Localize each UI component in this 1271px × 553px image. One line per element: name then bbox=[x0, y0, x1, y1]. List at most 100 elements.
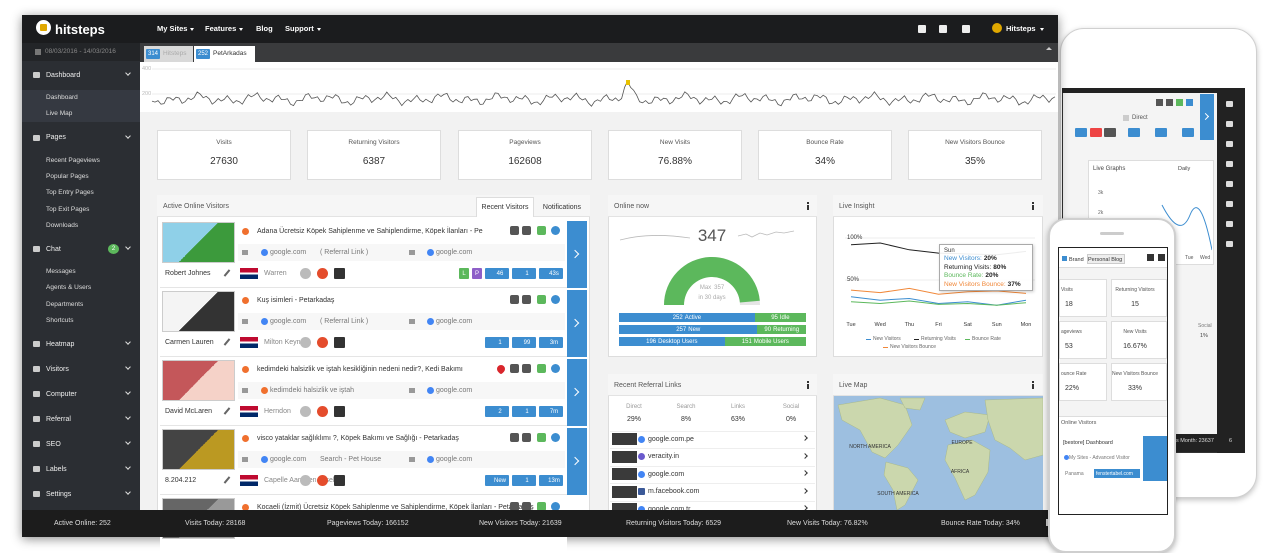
online-bar bbox=[619, 313, 755, 322]
paw-icon bbox=[242, 297, 249, 304]
tablet-menu-icon bbox=[1226, 181, 1233, 187]
visitor-page-title: Adana Ücretsiz Köpek Sahiplenme ve Sahip… bbox=[257, 227, 483, 235]
nav-link[interactable]: My Sites bbox=[157, 24, 188, 33]
open-visitor-button[interactable] bbox=[567, 290, 587, 357]
phone-stat-label: Returning Visitors bbox=[1115, 286, 1155, 293]
menu-section[interactable]: Visitors bbox=[46, 365, 69, 373]
row-action-icon[interactable] bbox=[537, 226, 546, 235]
phone-visitor-ref: My Sites - Advanced Visitor bbox=[1069, 454, 1130, 461]
traffic-line bbox=[151, 80, 1056, 107]
landmass bbox=[883, 461, 919, 510]
row-action-icon[interactable] bbox=[537, 364, 546, 373]
tab-active[interactable] bbox=[476, 197, 534, 217]
row-action-icon[interactable] bbox=[522, 295, 531, 304]
menu-section[interactable]: Pages bbox=[46, 134, 66, 142]
visitor-location: Warren bbox=[264, 269, 287, 277]
row-action-icon[interactable] bbox=[537, 433, 546, 442]
menu-item[interactable]: Messages bbox=[46, 268, 76, 276]
date-range[interactable]: 08/03/2016 - 14/03/2016 bbox=[45, 48, 116, 55]
visit-badge bbox=[512, 475, 536, 486]
referral-row[interactable] bbox=[610, 448, 815, 466]
visit-badge bbox=[539, 268, 563, 279]
online-bar-label: 196 Desktop Users bbox=[646, 338, 697, 346]
row-action-icon[interactable] bbox=[522, 364, 531, 373]
row-action-icon[interactable] bbox=[522, 226, 531, 235]
referral-row[interactable] bbox=[610, 465, 815, 484]
menu-item[interactable]: Downloads bbox=[46, 221, 79, 229]
legend-label: New Visitors Bounce bbox=[890, 343, 937, 350]
row-action-icon[interactable] bbox=[510, 502, 519, 511]
user-menu[interactable]: Hitsteps bbox=[1006, 24, 1036, 33]
nav-link[interactable]: Blog bbox=[256, 24, 273, 33]
menu-section[interactable]: Chat bbox=[46, 245, 61, 253]
menu-item[interactable]: Top Exit Pages bbox=[46, 205, 90, 213]
nav-link[interactable]: Support bbox=[285, 24, 314, 33]
panel-tab[interactable]: Notifications bbox=[542, 203, 582, 211]
nav-link[interactable]: Features bbox=[205, 24, 237, 33]
site-tabs-bar bbox=[140, 43, 1058, 62]
badge-label: 1 bbox=[525, 270, 529, 277]
tech-icon bbox=[300, 268, 311, 279]
tablet-menu-icon bbox=[1226, 101, 1233, 107]
stat-card bbox=[608, 130, 742, 180]
row-action-icon[interactable] bbox=[522, 502, 531, 511]
online-bar-label-a: 90 bbox=[764, 326, 772, 333]
row-action-icon[interactable] bbox=[510, 226, 519, 235]
referral-row[interactable] bbox=[610, 430, 815, 449]
row-action-icon[interactable] bbox=[510, 364, 519, 373]
gauge-fill bbox=[664, 257, 760, 305]
phone-arrow-button[interactable] bbox=[1143, 436, 1167, 481]
referral-row[interactable] bbox=[610, 500, 815, 519]
open-visitor-button[interactable] bbox=[567, 359, 587, 426]
row-action-icon[interactable] bbox=[510, 433, 519, 442]
menu-section[interactable]: SEO bbox=[46, 440, 61, 448]
menu-section[interactable]: Computer bbox=[46, 390, 77, 398]
menu-section[interactable]: Heatmap bbox=[46, 340, 75, 348]
online-bar-label: 257 New bbox=[676, 326, 700, 334]
menu-item[interactable]: Recent Pageviews bbox=[46, 156, 100, 164]
open-visitor-button[interactable] bbox=[567, 428, 587, 495]
x-tick-label: Wed bbox=[874, 321, 886, 328]
visit-badge bbox=[539, 475, 563, 486]
referrer: google.com bbox=[436, 455, 473, 463]
landmass bbox=[899, 397, 926, 411]
pause-bar bbox=[1046, 519, 1048, 526]
row-action-icon[interactable] bbox=[551, 502, 560, 511]
menu-icon bbox=[33, 441, 40, 448]
menu-item[interactable]: Top Entry Pages bbox=[46, 189, 94, 197]
row-action-icon[interactable] bbox=[551, 364, 560, 373]
row-action-icon[interactable] bbox=[551, 433, 560, 442]
menu-section[interactable]: Labels bbox=[46, 465, 67, 473]
menu-item[interactable]: Shortcuts bbox=[46, 317, 74, 324]
row-action-icon[interactable] bbox=[522, 433, 531, 442]
menu-item[interactable]: Popular Pages bbox=[46, 172, 89, 180]
row-action-icon[interactable] bbox=[537, 295, 546, 304]
row-action-icon[interactable] bbox=[510, 295, 519, 304]
menu-item[interactable]: Dashboard bbox=[46, 94, 78, 101]
row-action-icon[interactable] bbox=[551, 226, 560, 235]
paw-icon bbox=[242, 366, 249, 373]
menu-item[interactable]: Departments bbox=[46, 300, 84, 308]
status-item: Pageviews Today: 166152 bbox=[327, 519, 409, 527]
badge-label: New bbox=[493, 477, 507, 484]
menu-item[interactable]: Live Map bbox=[46, 110, 73, 118]
header-icon-button[interactable] bbox=[918, 25, 926, 33]
header-icon-button[interactable] bbox=[939, 25, 947, 33]
badge-label: 3m bbox=[549, 339, 559, 346]
open-visitor-button[interactable] bbox=[567, 221, 587, 288]
header-icon-button[interactable] bbox=[962, 25, 970, 33]
tablet-arrow-button[interactable] bbox=[1200, 94, 1214, 140]
stat-card bbox=[908, 130, 1042, 180]
menu-section[interactable]: Referral bbox=[46, 415, 71, 423]
legend-swatch bbox=[866, 338, 871, 340]
menu-icon bbox=[33, 341, 40, 348]
row-action-icon[interactable] bbox=[537, 502, 546, 511]
tablet-badge bbox=[1104, 128, 1116, 137]
menu-section[interactable]: Dashboard bbox=[46, 71, 81, 79]
panel-tab[interactable]: Recent Visitors bbox=[481, 203, 529, 211]
referral-row[interactable] bbox=[610, 483, 815, 501]
menu-section[interactable]: Settings bbox=[46, 490, 72, 498]
online-bar bbox=[619, 325, 758, 334]
row-action-icon[interactable] bbox=[551, 295, 560, 304]
menu-item[interactable]: Agents & Users bbox=[46, 284, 92, 292]
